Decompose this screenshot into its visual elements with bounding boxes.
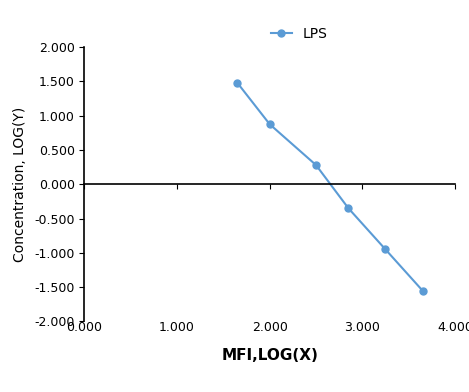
LPS bbox=[313, 163, 319, 167]
Y-axis label: Concentration, LOG(Y): Concentration, LOG(Y) bbox=[13, 107, 27, 262]
Line: LPS: LPS bbox=[234, 79, 426, 294]
X-axis label: MFI,LOG(X): MFI,LOG(X) bbox=[221, 348, 318, 363]
LPS bbox=[346, 206, 351, 211]
LPS bbox=[234, 80, 240, 85]
LPS bbox=[267, 122, 272, 127]
Legend: LPS: LPS bbox=[265, 21, 333, 46]
LPS bbox=[420, 288, 425, 293]
LPS bbox=[383, 247, 388, 252]
